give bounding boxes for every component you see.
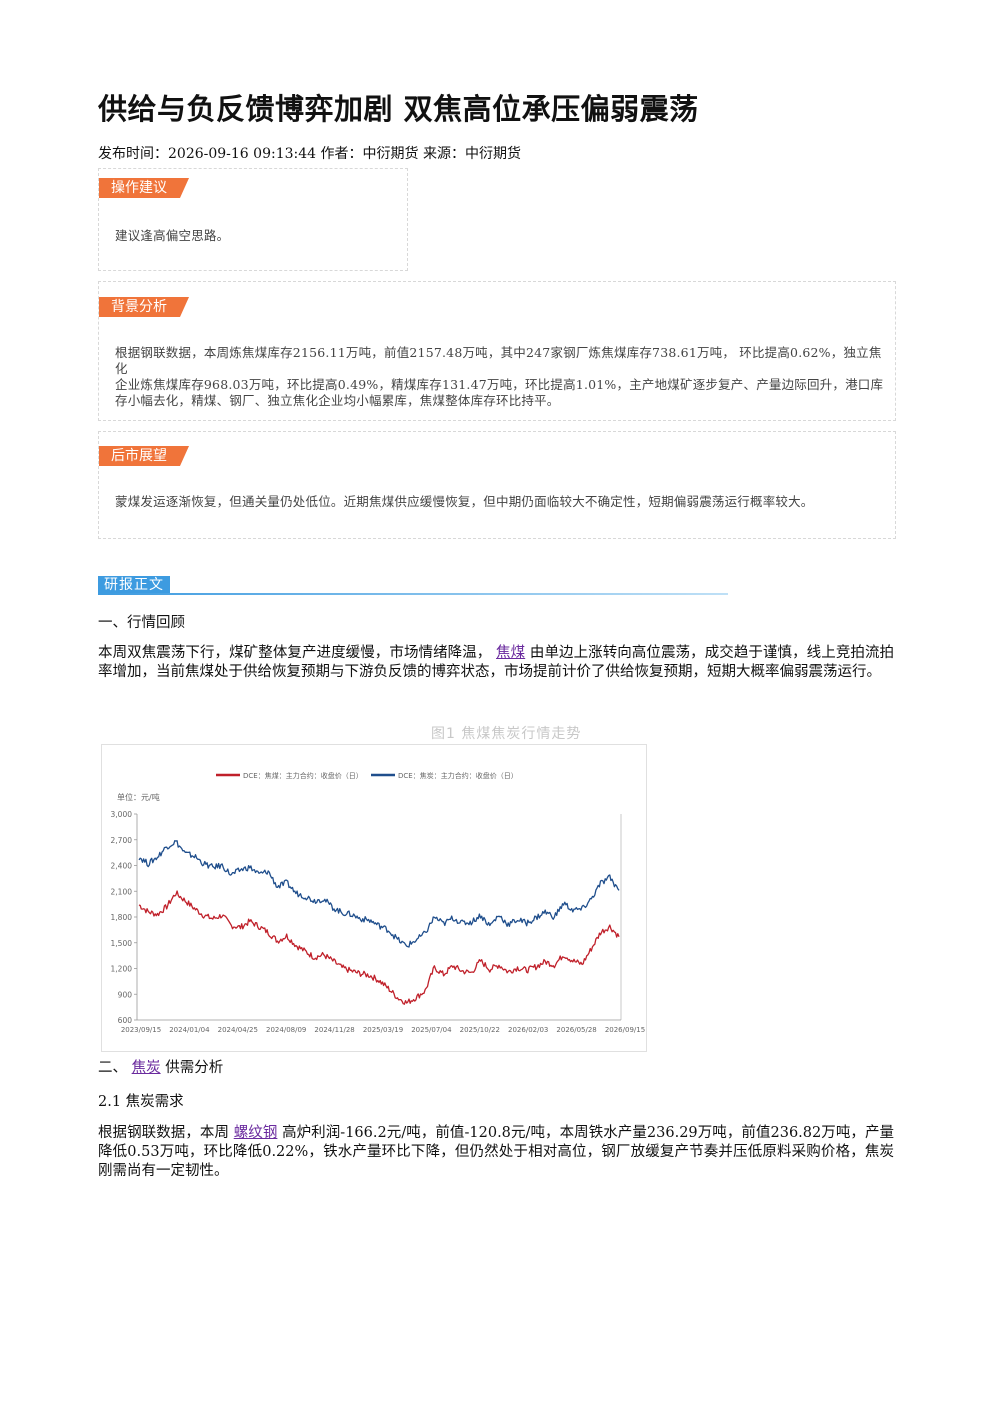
section-heading-coke-supply-demand: 二、 焦炭 供需分析: [98, 1056, 223, 1077]
y-tick-label: 2,700: [111, 836, 133, 845]
series-line-coking-coal: [138, 890, 620, 1005]
price-trend-chart: DCE：焦煤：主力合约：收盘价（日） DCE：焦炭：主力合约：收盘价（日） 单位：…: [101, 744, 647, 1052]
y-tick-label: 1,500: [111, 939, 133, 948]
x-tick-label: 2023/09/15: [121, 1026, 161, 1034]
paragraph-text: 根据钢联数据，本周: [98, 1125, 230, 1141]
x-tick-label: 2025/03/19: [363, 1026, 403, 1034]
x-tick-label: 2025/10/22: [460, 1026, 500, 1034]
legend-label: DCE：焦炭：主力合约：收盘价（日）: [398, 771, 518, 780]
coke-demand-paragraph: 根据钢联数据，本周 螺纹钢 高炉利润-166.2元/吨，前值-120.8元/吨，…: [98, 1124, 894, 1181]
article-meta: 发布时间：2026-09-16 09:13:44 作者：中衍期货 来源：中衍期货: [98, 146, 521, 162]
coking-coal-link[interactable]: 焦煤: [496, 645, 526, 661]
paragraph-text: 高炉利润-166.2元/吨，前值-120.8元/吨，本周铁水产量236.29万吨…: [98, 1125, 895, 1179]
x-tick-label: 2024/04/25: [218, 1026, 258, 1034]
x-tick-label: 2024/01/04: [169, 1026, 210, 1034]
chart-legend: DCE：焦煤：主力合约：收盘价（日） DCE：焦炭：主力合约：收盘价（日）: [216, 771, 518, 780]
subsection-heading-coke-demand: 2.1 焦炭需求: [98, 1094, 184, 1110]
legend-label: DCE：焦煤：主力合约：收盘价（日）: [243, 771, 363, 780]
x-tick-label: 2024/08/09: [266, 1026, 306, 1034]
y-tick-label: 600: [118, 1016, 133, 1025]
background-text: 根据钢联数据，本周炼焦煤库存2156.11万吨，前值2157.48万吨，其中24…: [115, 345, 885, 409]
outlook-box: 后市展望 蒙煤发运逐渐恢复，但通关量仍处低位。近期焦煤供应缓慢恢复，但中期仍面临…: [98, 431, 896, 539]
x-tick-label: 2026/05/28: [556, 1026, 596, 1034]
y-tick-label: 3,000: [111, 810, 133, 819]
figure-title: 图1 焦煤焦炭行情走势: [431, 726, 582, 742]
x-tick-label: 2026/09/15: [605, 1026, 645, 1034]
report-body-tag: 研报正文: [98, 576, 170, 595]
chart-x-axis: 2023/09/15 2024/01/04 2024/04/25 2024/08/09…: [121, 1019, 645, 1034]
coke-link[interactable]: 焦炭: [131, 1060, 161, 1076]
heading-suffix: 供需分析: [165, 1060, 224, 1076]
market-review-paragraph: 本周双焦震荡下行，煤矿整体复产进度缓慢，市场情绪降温， 焦煤 由单边上涨转向高位…: [98, 644, 894, 682]
y-tick-label: 2,400: [111, 862, 133, 871]
outlook-tag: 后市展望: [99, 446, 189, 466]
advice-tag: 操作建议: [99, 178, 189, 198]
advice-text: 建议逢高偏空思路。: [115, 228, 230, 243]
background-line: 根据钢联数据，本周炼焦煤库存2156.11万吨，前值2157.48万吨，其中24…: [115, 345, 882, 376]
background-box: 背景分析 根据钢联数据，本周炼焦煤库存2156.11万吨，前值2157.48万吨…: [98, 281, 896, 421]
article-title: 供给与负反馈博弈加剧 双焦高位承压偏弱震荡: [98, 92, 699, 126]
chart-unit-label: 单位：元/吨: [117, 792, 160, 802]
y-tick-label: 1,800: [111, 913, 133, 922]
y-tick-label: 900: [118, 990, 133, 999]
heading-prefix: 二、: [98, 1060, 127, 1076]
rebar-link[interactable]: 螺纹钢: [233, 1125, 278, 1141]
chart-y-axis: 600 900 1,200 1,500 1,800 2,100 2,400 2,700 3,00…: [111, 810, 622, 1025]
x-tick-label: 2026/02/03: [508, 1026, 548, 1034]
advice-box: 操作建议 建议逢高偏空思路。: [98, 168, 408, 271]
outlook-text: 蒙煤发运逐渐恢复，但通关量仍处低位。近期焦煤供应缓慢恢复，但中期仍面临较大不确定…: [115, 494, 814, 509]
report-body-divider: [98, 593, 728, 595]
background-line: 企业炼焦煤库存968.03万吨，环比提高0.49%，精煤库存131.47万吨，环…: [115, 377, 884, 392]
chart-series-group: [138, 840, 620, 1005]
background-tag: 背景分析: [99, 297, 189, 317]
series-line-coke: [138, 840, 620, 948]
paragraph-text: 本周双焦震荡下行，煤矿整体复产进度缓慢，市场情绪降温，: [98, 645, 492, 661]
y-tick-label: 2,100: [111, 887, 133, 896]
section-heading-market-review: 一、行情回顾: [98, 615, 185, 631]
x-tick-label: 2024/11/28: [314, 1026, 354, 1034]
x-tick-label: 2025/07/04: [411, 1026, 452, 1034]
y-tick-label: 1,200: [111, 965, 133, 974]
background-line: 存小幅去化，精煤、钢厂、独立焦化企业均小幅累库，焦煤整体库存环比持平。: [115, 393, 560, 408]
paragraph-text: 由单边上涨转向高位震荡，成交趋于谨慎，线上竞拍流拍率增加，当前焦煤处于供给恢复预…: [98, 645, 895, 680]
